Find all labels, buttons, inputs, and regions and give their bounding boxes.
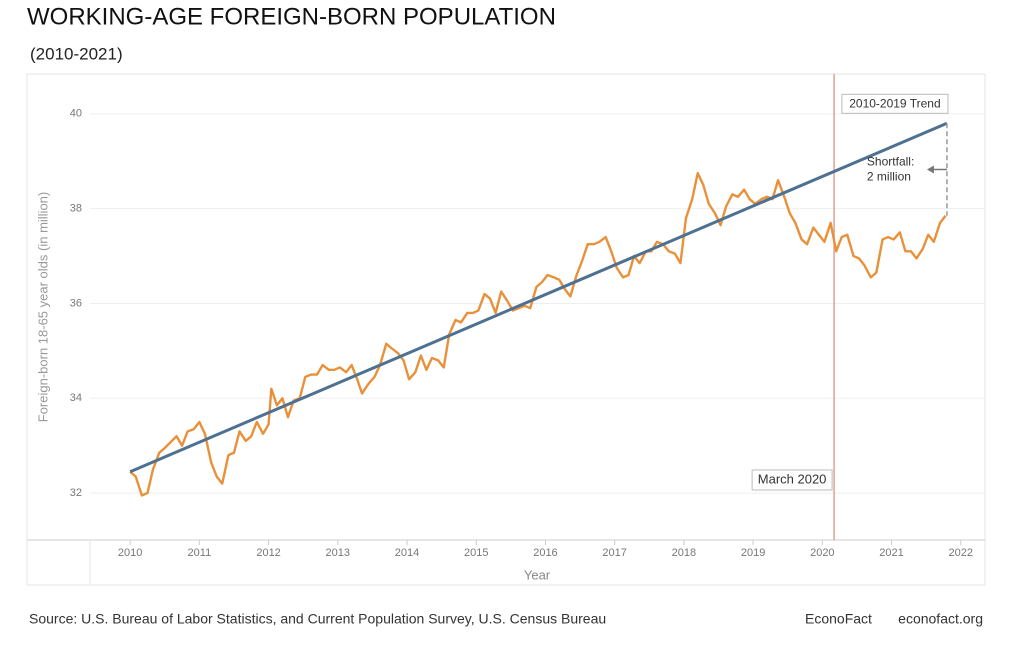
x-tick-label: 2021 (879, 547, 903, 559)
brand: EconoFact (805, 611, 872, 627)
shortfall-label: 2 million (867, 170, 911, 184)
shortfall-label: Shortfall: (867, 155, 914, 169)
y-tick-label: 34 (70, 392, 82, 404)
x-tick-label: 2018 (672, 547, 696, 559)
chart-frame (26, 73, 986, 586)
data-line (129, 171, 947, 497)
y-tick-label: 38 (70, 203, 82, 215)
data-line (129, 121, 948, 474)
y-tick-label: 40 (70, 108, 82, 120)
event-label-box (751, 469, 833, 491)
x-tick-label: 2012 (256, 547, 280, 559)
x-tick-label: 2019 (741, 547, 765, 559)
event-label: March 2020 (758, 471, 827, 486)
trend-label-box (841, 93, 949, 114)
trend-label: 2010-2019 Trend (849, 96, 940, 110)
x-tick-label: 2015 (464, 547, 488, 559)
chart-title: WORKING-AGE FOREIGN-BORN POPULATION (27, 3, 556, 30)
shortfall-arrowhead (926, 165, 934, 174)
x-tick-label: 2011 (188, 547, 212, 559)
x-tick-label: 2022 (949, 547, 973, 559)
x-tick-label: 2017 (602, 547, 626, 559)
y-tick-label: 36 (70, 297, 82, 309)
y-axis-label: Foreign-born 18-65 year olds (in million… (35, 192, 50, 423)
x-axis-label: Year (524, 567, 551, 582)
x-tick-label: 2013 (326, 547, 350, 559)
x-tick-label: 2020 (810, 547, 834, 559)
website: econofact.org (898, 611, 983, 627)
x-tick-label: 2010 (118, 547, 142, 559)
y-tick-label: 32 (70, 487, 82, 499)
chart-subtitle: (2010-2021) (30, 44, 123, 63)
x-tick-label: 2016 (533, 547, 557, 559)
source-note: Source: U.S. Bureau of Labor Statistics,… (29, 611, 606, 627)
x-tick-label: 2014 (395, 547, 419, 559)
